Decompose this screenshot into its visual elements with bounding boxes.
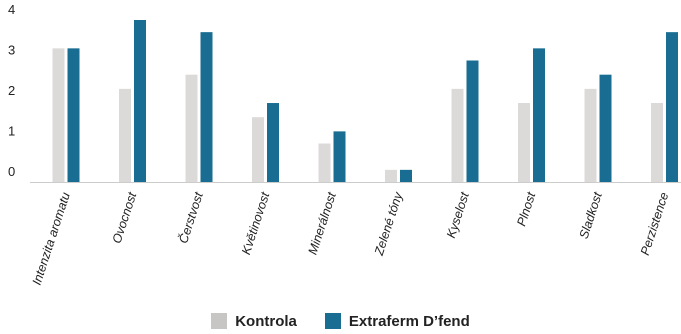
bar-extraferm-9 bbox=[666, 32, 678, 183]
bars bbox=[52, 20, 678, 183]
x-tick-label: Kyselost bbox=[444, 190, 472, 240]
x-tick-label: Sladkost bbox=[577, 190, 605, 240]
legend-item-extraferm: Extraferm D’fend bbox=[324, 312, 470, 330]
bar-kontrola-5 bbox=[385, 169, 397, 182]
bar-extraferm-1 bbox=[134, 20, 146, 182]
y-tick-label: 3 bbox=[8, 43, 15, 58]
x-tick-label: Ovocnost bbox=[110, 190, 140, 245]
x-tick-label: Čerstvost bbox=[175, 190, 206, 245]
bar-extraferm-2 bbox=[200, 32, 213, 183]
bar-kontrola-1 bbox=[119, 88, 131, 182]
bar-extraferm-4 bbox=[333, 131, 346, 182]
y-axis: 0 1 2 3 4 bbox=[8, 2, 15, 179]
bar-kontrola-6 bbox=[451, 88, 464, 182]
bar-extraferm-5 bbox=[400, 169, 412, 182]
x-tick-label: Perzistence bbox=[638, 191, 672, 257]
y-tick-label: 0 bbox=[8, 164, 15, 179]
bar-kontrola-2 bbox=[185, 74, 198, 182]
legend-item-kontrola: Kontrola bbox=[211, 313, 297, 330]
bar-extraferm-7 bbox=[533, 48, 545, 182]
legend-swatch-extraferm bbox=[324, 313, 341, 329]
bar-kontrola-4 bbox=[318, 143, 331, 182]
legend-label-kontrola: Kontrola bbox=[235, 312, 297, 330]
bar-kontrola-7 bbox=[518, 103, 530, 182]
bar-kontrola-9 bbox=[651, 103, 663, 182]
bar-extraferm-8 bbox=[599, 74, 612, 182]
bar-extraferm-3 bbox=[267, 103, 279, 182]
bar-kontrola-3 bbox=[252, 117, 264, 182]
y-tick-label: 2 bbox=[8, 83, 15, 98]
x-tick-label: Intenzita aromatu bbox=[30, 191, 73, 287]
bar-kontrola-8 bbox=[584, 88, 597, 182]
bar-extraferm-0 bbox=[67, 48, 80, 182]
x-axis: Intenzita aromatu Ovocnost Čerstvost Květin… bbox=[30, 190, 672, 287]
legend-swatch-kontrola bbox=[211, 313, 228, 329]
x-tick-label: Zelené tóny bbox=[372, 190, 406, 258]
x-tick-label: Plnost bbox=[514, 190, 538, 228]
y-tick-label: 4 bbox=[8, 2, 15, 17]
bar-extraferm-6 bbox=[466, 60, 479, 182]
x-tick-label: Minerálnost bbox=[306, 190, 339, 256]
x-tick-label: Květinovost bbox=[239, 190, 272, 256]
legend: Kontrola Extraferm D’fend bbox=[0, 310, 681, 332]
y-tick-label: 1 bbox=[8, 124, 15, 139]
legend-label-extraferm: Extraferm D’fend bbox=[348, 312, 470, 330]
bar-kontrola-0 bbox=[52, 48, 65, 182]
